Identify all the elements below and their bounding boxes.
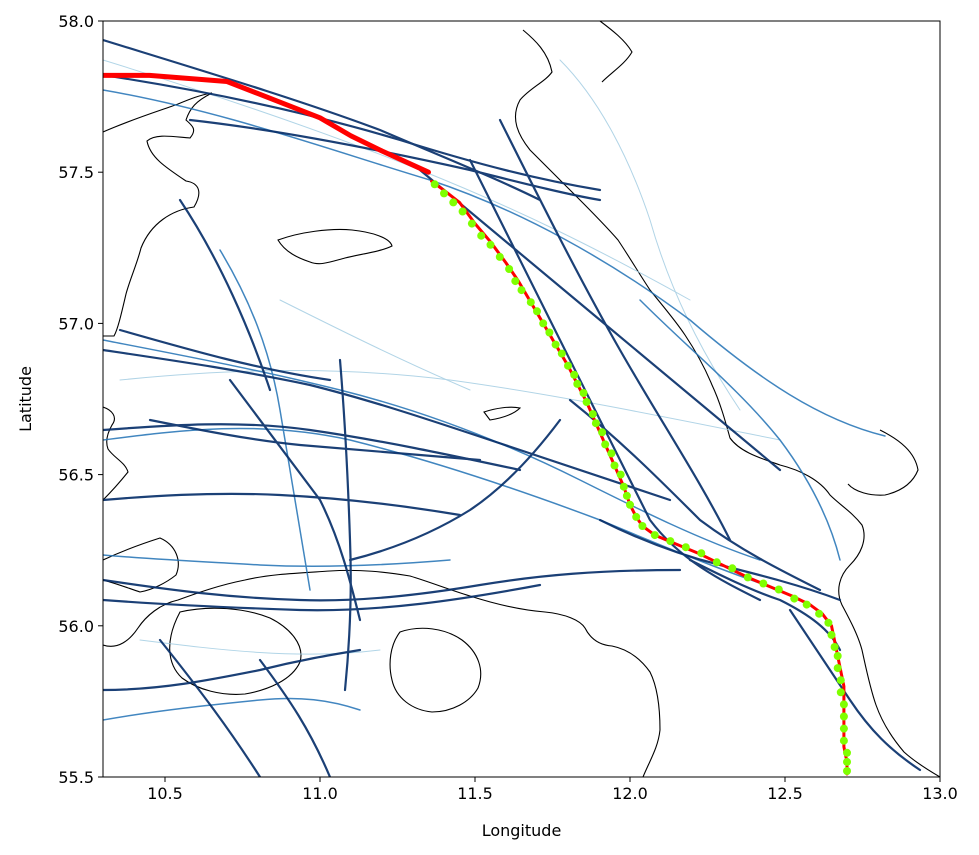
x-axis-ticks: 10.5 11.0 11.5 12.0 12.5 13.0 <box>147 777 958 803</box>
coastline-south <box>103 569 661 777</box>
predicted-point <box>539 319 548 328</box>
predicted-point <box>632 512 641 521</box>
island-anholt <box>483 406 522 421</box>
predicted-point <box>477 231 486 240</box>
predicted-point <box>533 307 541 316</box>
predicted-point <box>440 189 448 198</box>
predicted-point <box>619 482 628 491</box>
island-zealand-west <box>389 627 482 713</box>
y-axis-label: Latitude <box>16 366 35 432</box>
coastline-northeast <box>599 21 633 83</box>
y-tick-label: 57.5 <box>58 163 94 182</box>
tracks-dark <box>103 38 922 777</box>
coastline-north <box>103 92 213 337</box>
predicted-point <box>833 652 842 660</box>
coastline-east-inlet <box>847 429 919 496</box>
predicted-point <box>430 180 439 189</box>
predicted-point <box>743 573 752 582</box>
predicted-point <box>557 349 566 358</box>
coastlines <box>103 21 940 777</box>
predicted-point <box>573 379 582 388</box>
predicted-point <box>449 198 458 207</box>
predicted-point <box>591 419 600 428</box>
coastline-south-west <box>103 537 179 593</box>
predicted-point <box>638 522 647 530</box>
predicted-point <box>833 664 842 673</box>
plot-area <box>103 21 940 777</box>
predicted-point <box>505 265 514 273</box>
predicted-point <box>467 219 476 228</box>
predicted-point <box>839 700 848 709</box>
predicted-point <box>839 724 848 733</box>
x-tick-label: 11.0 <box>302 784 338 803</box>
plot-background <box>103 21 940 777</box>
predicted-point <box>827 630 836 639</box>
predicted-point <box>790 594 799 603</box>
predicted-point <box>582 398 591 406</box>
predicted-point <box>601 440 610 449</box>
y-tick-label: 57.0 <box>58 314 94 333</box>
predicted-point <box>607 449 616 458</box>
predicted-point <box>774 585 783 594</box>
y-axis-ticks: 55.5 56.0 56.5 57.0 57.5 58.0 <box>58 12 103 787</box>
predicted-point <box>511 277 520 286</box>
predicted-point <box>728 564 737 573</box>
predicted-point <box>839 736 848 745</box>
y-tick-label: 56.5 <box>58 466 94 485</box>
predicted-point <box>650 531 659 540</box>
predicted-point <box>626 500 634 509</box>
predicted-point <box>824 618 833 627</box>
predicted-point <box>836 688 845 697</box>
predicted-point <box>526 298 535 307</box>
predicted-point <box>517 286 526 295</box>
predicted-point <box>839 712 848 721</box>
predicted-point <box>616 470 625 479</box>
observed-track-line <box>103 72 431 175</box>
island-laeso <box>277 228 393 265</box>
predicted-point <box>570 370 579 379</box>
predicted-point <box>579 389 588 397</box>
predicted-point <box>830 643 839 651</box>
predicted-point <box>815 609 824 618</box>
predicted-point <box>836 676 845 685</box>
predicted-point <box>622 491 631 500</box>
y-tick-label: 58.0 <box>58 12 94 31</box>
predicted-point <box>545 328 554 337</box>
predicted-point <box>486 240 495 249</box>
x-tick-label: 10.5 <box>147 784 183 803</box>
predicted-points <box>430 180 851 775</box>
predicted-point <box>588 410 597 419</box>
y-tick-label: 55.5 <box>58 768 94 787</box>
x-tick-label: 13.0 <box>922 784 958 803</box>
predicted-point <box>551 340 560 349</box>
x-tick-label: 12.5 <box>767 784 803 803</box>
predicted-point <box>564 361 572 370</box>
predicted-point <box>843 757 851 766</box>
axes-frame <box>102 20 941 778</box>
coastline-west-lower <box>103 406 129 501</box>
coastline-sweden <box>515 29 940 777</box>
x-tick-label: 12.0 <box>612 784 648 803</box>
historical-tracks <box>103 38 922 777</box>
predicted-point <box>802 600 811 609</box>
predicted-point <box>843 767 851 775</box>
predicted-point <box>843 748 851 757</box>
predicted-point <box>666 537 675 546</box>
predicted-point <box>598 428 607 437</box>
predicted-point <box>610 461 619 470</box>
predicted-point <box>495 252 504 261</box>
predicted-point <box>681 543 690 552</box>
x-axis-label: Longitude <box>482 821 562 840</box>
y-tick-label: 56.0 <box>58 617 94 636</box>
x-tick-label: 11.5 <box>457 784 493 803</box>
predicted-point <box>697 549 706 558</box>
predicted-point <box>458 207 467 216</box>
predicted-point <box>712 558 721 567</box>
predicted-point <box>759 579 768 588</box>
